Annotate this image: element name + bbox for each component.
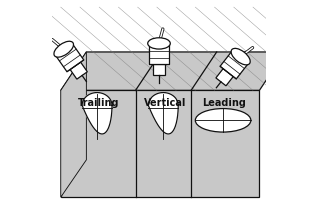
Polygon shape — [220, 50, 249, 79]
Polygon shape — [61, 52, 86, 197]
Polygon shape — [82, 92, 112, 134]
Polygon shape — [55, 43, 84, 72]
Text: Trailing: Trailing — [78, 98, 119, 108]
Polygon shape — [61, 91, 259, 197]
Polygon shape — [70, 62, 87, 79]
Polygon shape — [153, 64, 165, 75]
Text: Leading: Leading — [202, 98, 245, 108]
Ellipse shape — [231, 48, 250, 65]
Polygon shape — [216, 69, 233, 86]
Ellipse shape — [195, 109, 251, 132]
Polygon shape — [149, 43, 169, 64]
Ellipse shape — [148, 38, 170, 49]
Ellipse shape — [54, 41, 73, 57]
Polygon shape — [148, 92, 178, 134]
Text: Vertical: Vertical — [144, 98, 186, 108]
Polygon shape — [61, 52, 285, 91]
